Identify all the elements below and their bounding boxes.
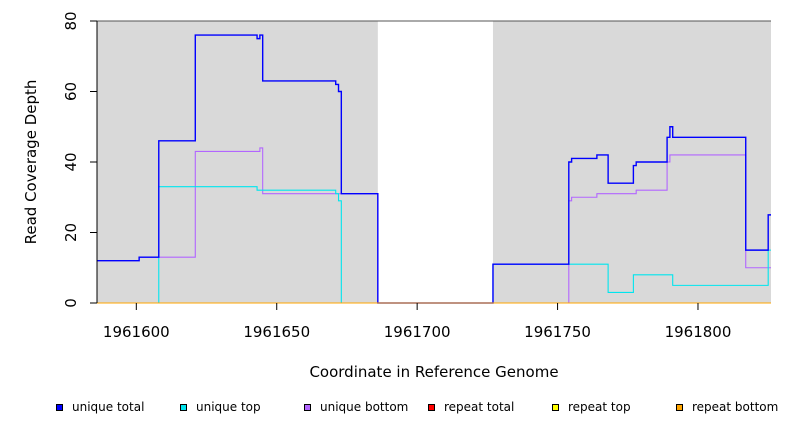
- legend-swatch: [552, 403, 559, 411]
- legend-item-repeat-top: repeat top: [552, 400, 631, 414]
- legend-swatch: [676, 403, 683, 411]
- legend-item-unique-total: unique total: [56, 400, 144, 414]
- legend-label: repeat total: [444, 400, 515, 414]
- legend-swatch: [180, 403, 187, 411]
- legend-label: unique total: [72, 400, 145, 414]
- legend-label: repeat bottom: [692, 400, 779, 414]
- y-tick-label: 20: [62, 223, 80, 242]
- y-tick-label: 0: [62, 298, 80, 308]
- y-tick-label: 40: [62, 152, 80, 171]
- legend-item-unique-bottom: unique bottom: [304, 400, 408, 414]
- x-tick-label: 1961650: [243, 323, 310, 341]
- legend-item-unique-top: unique top: [180, 400, 261, 414]
- y-axis-ticks: 0 20 40 60 80: [62, 11, 97, 308]
- y-tick-label: 60: [62, 82, 80, 101]
- legend-swatch: [428, 403, 435, 411]
- shaded-region-1: [97, 21, 378, 303]
- x-tick-label: 1961700: [384, 323, 451, 341]
- legend-label: unique top: [196, 400, 261, 414]
- legend-item-repeat-bottom: repeat bottom: [676, 400, 778, 414]
- shaded-regions: [97, 21, 771, 303]
- x-tick-label: 1961800: [665, 323, 732, 341]
- series-line-unique-bottom: [97, 147, 771, 304]
- legend-item-repeat-total: repeat total: [428, 400, 514, 414]
- x-tick-label: 1961750: [524, 323, 591, 341]
- legend-swatch: [304, 403, 311, 411]
- y-tick-label: 80: [62, 11, 80, 30]
- legend: unique total unique top unique bottom repea…: [0, 400, 792, 420]
- y-axis-title: Read Coverage Depth: [22, 80, 40, 245]
- x-axis-ticks: 1961600 1961650 1961700 1961750 1961800: [103, 303, 731, 341]
- x-tick-label: 1961600: [103, 323, 170, 341]
- shaded-region-2: [492, 21, 771, 303]
- legend-label: unique bottom: [320, 400, 409, 414]
- legend-swatch: [56, 403, 63, 411]
- x-axis-title: Coordinate in Reference Genome: [309, 363, 558, 381]
- legend-label: repeat top: [568, 400, 631, 414]
- series-line-unique-total: [97, 34, 771, 304]
